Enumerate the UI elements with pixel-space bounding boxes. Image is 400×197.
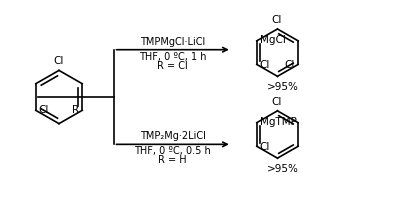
Text: THF, 0 ºC, 1 h: THF, 0 ºC, 1 h xyxy=(139,52,206,62)
Text: Cl: Cl xyxy=(285,60,295,71)
Text: Cl: Cl xyxy=(39,105,49,115)
Text: TMPMgCl·LiCl: TMPMgCl·LiCl xyxy=(140,37,205,47)
Text: R: R xyxy=(72,105,79,115)
Text: Cl: Cl xyxy=(260,142,270,152)
Text: TMP₂Mg·2LiCl: TMP₂Mg·2LiCl xyxy=(140,131,206,141)
Text: R = H: R = H xyxy=(158,155,187,165)
Text: >95%: >95% xyxy=(266,164,298,174)
Text: Cl: Cl xyxy=(271,97,282,107)
Text: >95%: >95% xyxy=(266,82,298,92)
Text: R = Cl: R = Cl xyxy=(157,60,188,71)
Text: MgCl: MgCl xyxy=(260,35,286,45)
Text: Cl: Cl xyxy=(271,15,282,25)
Text: MgTMP: MgTMP xyxy=(260,117,297,127)
Text: Cl: Cl xyxy=(260,60,270,71)
Text: Cl: Cl xyxy=(54,57,64,66)
Text: THF, 0 ºC, 0.5 h: THF, 0 ºC, 0.5 h xyxy=(134,146,211,156)
